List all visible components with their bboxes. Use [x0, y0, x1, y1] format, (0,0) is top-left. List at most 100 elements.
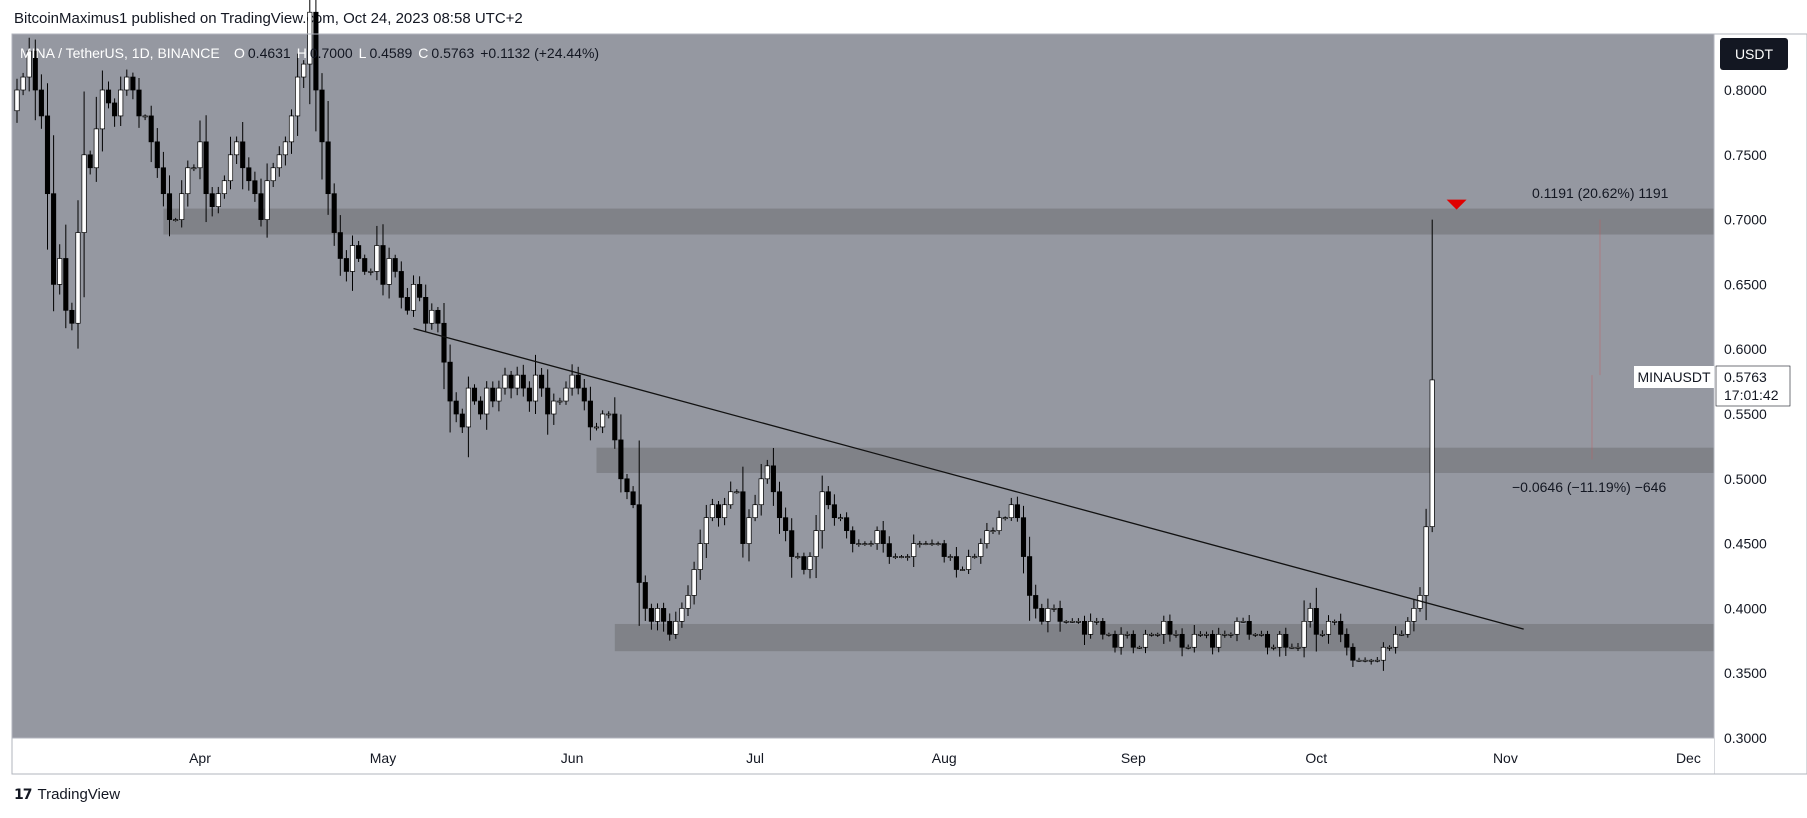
candle-body [728, 491, 734, 506]
red-triangle-marker [1446, 199, 1467, 210]
price-tag-value: 0.5763 [1724, 369, 1767, 385]
candle-body [886, 543, 892, 557]
candle-body [374, 245, 380, 272]
candle-body [417, 284, 423, 298]
candle-body [923, 543, 929, 545]
candle-body [551, 400, 557, 415]
footer-brand-label: TradingView [37, 786, 121, 803]
support-resistance-zones [163, 208, 1714, 652]
candle-body [667, 621, 673, 635]
candle-body [764, 465, 770, 480]
candle-body [587, 400, 593, 428]
candle-body [264, 180, 270, 220]
ohlc-legend: O 0.4631 H 0.7000 L 0.4589 C 0.5763 +0.1132 (+24… [234, 45, 599, 61]
price-tick-label: 0.5500 [1724, 406, 1767, 422]
candle-body [917, 543, 923, 545]
candle-body [93, 128, 99, 169]
candle-body [349, 245, 356, 272]
candle-body [1020, 517, 1027, 557]
time-tick-label: Jul [746, 750, 764, 766]
descending-trendline[interactable] [413, 327, 1524, 630]
candle-body [1362, 659, 1368, 662]
candle-body [410, 284, 417, 311]
candle-body [1197, 633, 1203, 636]
candle-body [856, 543, 862, 545]
candle-body [1051, 608, 1057, 610]
candle-body [1350, 646, 1356, 661]
candle-body [618, 439, 624, 480]
candle-body [941, 543, 947, 557]
candle-body [1240, 621, 1246, 623]
candle-body [752, 504, 758, 519]
candle-body [514, 374, 520, 389]
candle-body [740, 491, 746, 544]
candle-body [1112, 633, 1118, 648]
candle-body [563, 387, 569, 402]
candle-body [532, 374, 539, 402]
candle-body [142, 115, 148, 118]
candle-body [929, 543, 935, 545]
candle-body [1277, 633, 1283, 648]
candle-body [1271, 646, 1277, 649]
candle-body [1301, 621, 1307, 648]
candle-body [575, 374, 581, 389]
candle-body [1179, 633, 1185, 648]
candle-body [343, 258, 349, 272]
candle-body [1411, 608, 1417, 622]
candle-body [160, 167, 166, 195]
time-axis[interactable] [12, 738, 1714, 774]
candle-body [1264, 633, 1271, 648]
candle-body [319, 89, 325, 143]
candle-body [453, 400, 459, 415]
publish-info: BitcoinMaximus1 published on TradingView… [14, 10, 523, 27]
candle-body [63, 258, 69, 311]
candle-body [1149, 633, 1155, 636]
candle-body [1057, 608, 1063, 622]
candle-body [1173, 633, 1179, 636]
candle-body [26, 50, 32, 78]
price-tick-label: 0.5000 [1724, 471, 1767, 487]
candle-body [429, 309, 435, 324]
candle-body [502, 374, 508, 389]
candle-body [648, 608, 654, 622]
candle-body [624, 478, 630, 493]
candle-body [252, 180, 258, 195]
candle-body [770, 465, 776, 493]
candle-body [87, 154, 93, 169]
candle-body [38, 89, 44, 117]
candle-body [490, 387, 496, 402]
candle-body [526, 387, 532, 402]
candle-body [154, 141, 160, 169]
candle-body [380, 245, 386, 285]
zone-0 [163, 208, 1714, 235]
candle-body [935, 543, 941, 545]
footer-brand: 17 TradingView [14, 786, 120, 803]
time-tick-label: Oct [1305, 750, 1327, 766]
candle-body [911, 543, 917, 557]
candle-body [185, 167, 191, 195]
candle-body [520, 374, 526, 389]
candle-body [734, 491, 740, 494]
candle-body [868, 543, 874, 545]
candle-body [984, 530, 990, 544]
candle-body [1155, 633, 1161, 636]
candle-body [441, 322, 447, 363]
candle-body [1258, 633, 1264, 636]
candle-body [1356, 659, 1362, 662]
candle-body [386, 258, 392, 285]
currency-label[interactable]: USDT [1735, 46, 1774, 62]
candle-body [356, 245, 362, 259]
candle-body [282, 141, 288, 156]
candle-body [484, 387, 490, 415]
candle-body [508, 374, 514, 389]
currency-button[interactable] [1720, 38, 1788, 70]
candle-body [51, 193, 57, 285]
price-tick-label: 0.6500 [1724, 276, 1767, 292]
candle-body [1405, 621, 1411, 635]
candle-body [1380, 646, 1386, 661]
candle-body [471, 387, 478, 402]
candle-body [947, 556, 953, 558]
candles [14, 0, 1435, 671]
candle-body [1142, 633, 1149, 648]
